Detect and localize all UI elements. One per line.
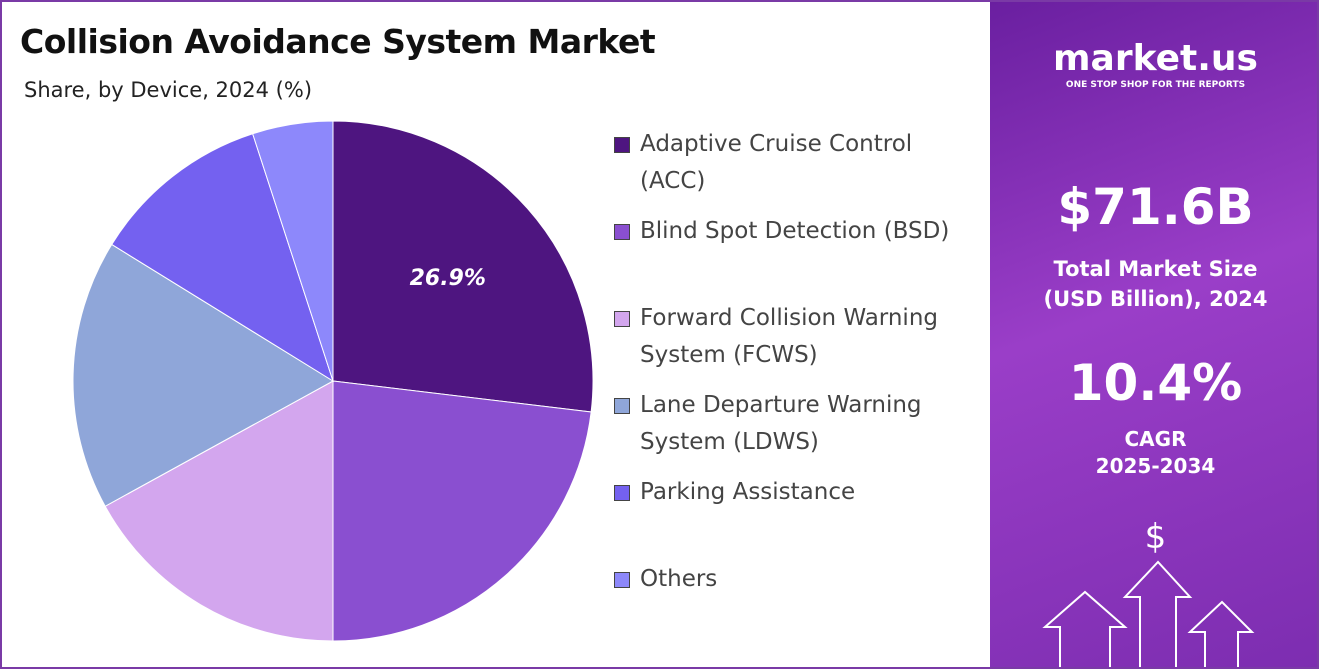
cagr: 10.4% bbox=[1068, 354, 1243, 412]
legend-item: Forward Collision Warning System (FCWS) bbox=[614, 300, 980, 374]
legend-item: Adaptive Cruise Control (ACC) bbox=[614, 126, 980, 200]
market-size: $71.6B bbox=[1057, 178, 1254, 236]
arrows bbox=[1042, 560, 1255, 667]
legend-swatch bbox=[614, 311, 630, 327]
legend-swatch bbox=[614, 398, 630, 414]
pie-slice bbox=[252, 120, 334, 382]
legend-swatch bbox=[614, 224, 630, 240]
legend-item: Parking Assistance bbox=[614, 474, 980, 511]
legend-item: Others bbox=[614, 561, 980, 598]
legend-swatch bbox=[614, 485, 630, 501]
pie-slice bbox=[104, 380, 334, 642]
pie-slice bbox=[332, 120, 594, 413]
chart-title: Collision Avoidance System Market bbox=[20, 22, 656, 61]
legend-label: Adaptive Cruise Control (ACC) bbox=[640, 131, 913, 194]
side-panel: market.us ONE STOP SHOP FOR THE REPORTS … bbox=[990, 2, 1317, 667]
legend-swatch bbox=[614, 572, 630, 588]
cagr-period: 2025-2034 bbox=[1095, 454, 1216, 478]
pie-slice bbox=[72, 243, 334, 507]
legend-label: Blind Spot Detection (BSD) bbox=[640, 218, 950, 244]
data-label: 26.9% bbox=[410, 266, 486, 291]
chart-subtitle: Share, by Device, 2024 (%) bbox=[24, 78, 313, 102]
legend-item: Blind Spot Detection (BSD) bbox=[614, 213, 980, 250]
legend-swatch bbox=[614, 137, 630, 153]
legend-label: Others bbox=[640, 566, 718, 592]
pie-chart: 26.9% bbox=[72, 120, 594, 642]
legend-label: Forward Collision Warning System (FCWS) bbox=[640, 305, 939, 368]
legend-label: Parking Assistance bbox=[640, 479, 856, 505]
icon: $ bbox=[1144, 517, 1167, 557]
pie-slice bbox=[332, 380, 592, 642]
pie-slice bbox=[111, 133, 334, 383]
cagr-label: CAGR bbox=[1124, 427, 1187, 451]
legend-item: Lane Departure Warning System (LDWS) bbox=[614, 387, 980, 461]
tagline: ONE STOP SHOP FOR THE REPORTS bbox=[1065, 80, 1246, 90]
brand: market.us bbox=[1053, 38, 1258, 79]
legend-label: Lane Departure Warning System (LDWS) bbox=[640, 392, 922, 455]
market-size-label: Total Market Size (USD Billion), 2024 bbox=[1043, 257, 1268, 311]
